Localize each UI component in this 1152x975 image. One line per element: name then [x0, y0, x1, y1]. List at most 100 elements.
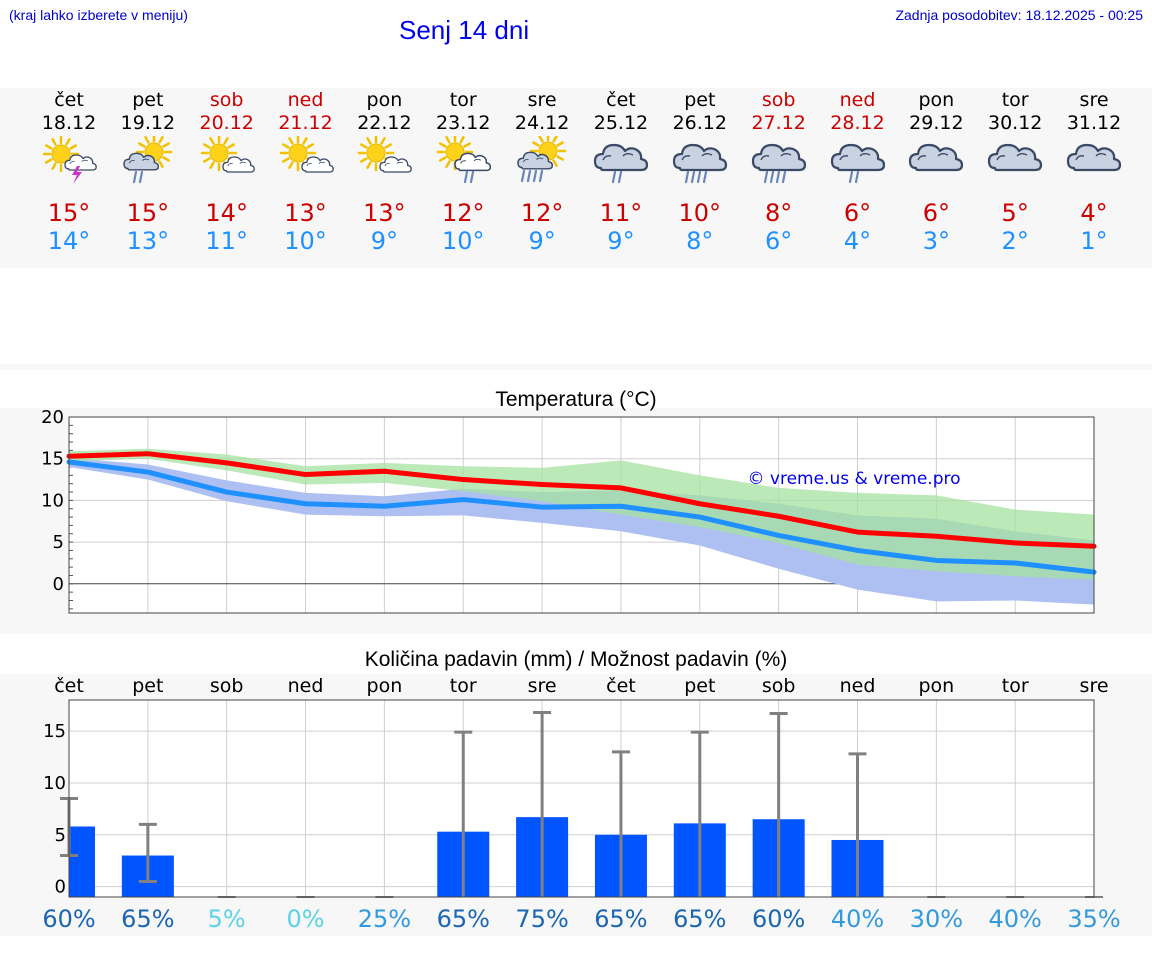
precipitation-probability: 60%	[42, 905, 95, 933]
cloud-detail	[460, 160, 467, 164]
rain-drop	[611, 170, 617, 184]
precipitation-chart: 0 5 10 15 čet pet sob ned pon tor sre čet pet sob ned p…	[42, 675, 1120, 933]
sun-ray	[380, 137, 387, 145]
cloud-shape	[672, 143, 727, 172]
sun-cloud-heavy-rain-icon	[517, 136, 567, 183]
cloud-shape	[1066, 143, 1122, 172]
x-category-label: pon	[918, 675, 954, 697]
precipitation-probability: 65%	[437, 905, 490, 933]
min-temperature: 10°	[284, 227, 327, 255]
cloud-outline	[379, 156, 413, 173]
cloud-detail	[239, 161, 246, 164]
min-temperature: 9°	[370, 227, 399, 255]
rain-drop	[617, 170, 623, 184]
sun-ray	[366, 137, 373, 145]
max-temperature: 15°	[47, 199, 91, 227]
sun-ray	[69, 144, 77, 150]
x-category-label: sob	[210, 675, 244, 697]
max-temperature: 4°	[1080, 199, 1108, 227]
y-tick-label: 15	[41, 449, 64, 470]
sun-ray	[281, 143, 290, 149]
max-temperature: 13°	[284, 199, 327, 227]
x-category-label: ned	[840, 675, 876, 697]
sun-ray	[281, 157, 290, 163]
rain-drop	[532, 169, 538, 183]
sun-ray	[287, 137, 294, 145]
cloud-outline	[222, 156, 255, 173]
sun-ray	[538, 136, 544, 143]
plot-frame	[68, 699, 1095, 898]
sun-ray	[384, 143, 393, 149]
day-date: 19.12	[120, 112, 176, 134]
cloud-detail	[396, 161, 404, 164]
rain-drop	[769, 170, 774, 184]
y-tick-label: 5	[53, 532, 64, 553]
day-name: pet	[684, 89, 716, 111]
cloud-outline	[1066, 143, 1122, 172]
region-hint: (kraj lahko izberete v meniju)	[9, 7, 188, 23]
precipitation-probability: 0%	[287, 905, 325, 933]
day-date: 28.12	[830, 112, 885, 134]
x-category-label: pet	[684, 675, 715, 697]
sun-ray	[202, 143, 211, 149]
max-temperature: 14°	[205, 199, 248, 227]
sun-cloud-rain-icon	[437, 136, 492, 184]
cloud-detail	[759, 155, 769, 161]
min-temperature-line	[66, 459, 1097, 575]
x-category-label: sre	[528, 675, 557, 697]
cloud-icon	[909, 143, 964, 172]
forecast-band	[0, 88, 1152, 268]
cloud-outline	[751, 143, 806, 172]
cloud-detail	[536, 157, 544, 160]
rain-drop	[781, 170, 786, 184]
x-category-label: pet	[132, 675, 163, 697]
day-date: 20.12	[199, 112, 254, 134]
sun-ray	[463, 142, 472, 148]
rain-drop	[470, 170, 475, 184]
sun-cloud-icon	[279, 136, 334, 173]
sun-ray	[366, 161, 373, 169]
max-temperature: 11°	[599, 199, 643, 227]
y-tick-label: 0	[53, 574, 64, 595]
rain-drop	[132, 170, 137, 184]
cloud-outline	[454, 152, 492, 172]
sun-ray	[287, 161, 294, 169]
cloud-detail	[859, 153, 870, 157]
cloud-shape	[123, 152, 159, 171]
cloud-heavy-rain-icon	[672, 143, 727, 184]
sun-ray	[445, 136, 451, 144]
cloud-shape	[830, 143, 885, 172]
cloud-detail	[838, 155, 848, 161]
day-name: ned	[839, 89, 876, 111]
day-date: 29.12	[909, 112, 964, 134]
lightning-bolt	[72, 166, 82, 184]
cloud-detail	[701, 153, 713, 157]
min-temperature-range	[69, 457, 1095, 605]
day-name: čet	[54, 89, 84, 111]
max-temperature: 13°	[363, 199, 406, 227]
x-category-label: tor	[450, 675, 477, 697]
y-tick-label: 5	[55, 825, 66, 846]
sun-ray	[51, 138, 57, 146]
day-date: 27.12	[751, 112, 806, 134]
sun-ray	[222, 137, 229, 145]
cloud-shape	[300, 156, 334, 173]
sun-cloud-icon	[200, 136, 255, 173]
precipitation-probability: 25%	[358, 905, 411, 933]
max-temperature: 8°	[765, 199, 793, 227]
cloud-rain-icon	[830, 143, 885, 184]
sun-ray	[305, 143, 314, 149]
cloud-detail	[937, 153, 949, 157]
max-temperature: 12°	[520, 199, 564, 227]
sun-disc	[209, 143, 229, 163]
min-temperature: 6°	[765, 227, 793, 255]
cloud-outline	[123, 152, 159, 171]
sun-ray	[360, 157, 369, 163]
watermark: © vreme.us & vreme.pro	[747, 469, 960, 489]
sun-ray	[439, 142, 447, 148]
max-temperature: 6°	[843, 199, 872, 227]
cloud-detail	[69, 161, 75, 165]
precipitation-chart-title: Količina padavin (mm) / Možnost padavin …	[364, 648, 788, 671]
rain-drop	[763, 170, 768, 184]
plot-area	[69, 700, 1094, 897]
